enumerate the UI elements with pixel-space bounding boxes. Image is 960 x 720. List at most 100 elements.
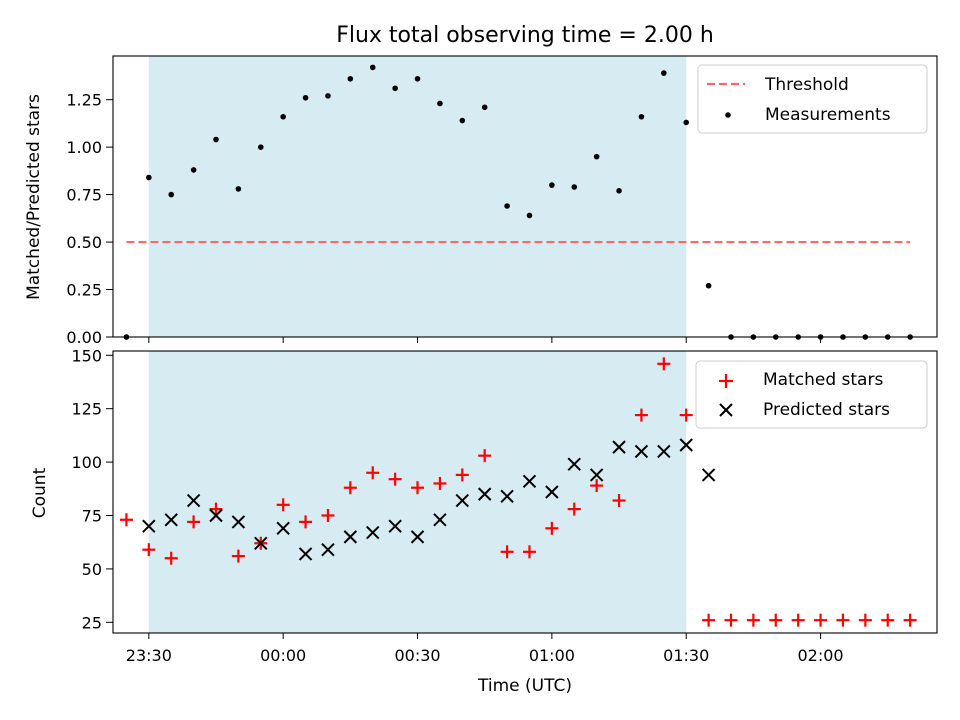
top-y-tick-label: 0.00 — [66, 328, 102, 347]
predicted-star-point — [455, 493, 470, 508]
top-y-axis: 0.00 0.25 0.50 0.75 1.00 1.25 — [66, 91, 113, 347]
measurement-point — [235, 186, 242, 192]
matched-star-point — [567, 502, 581, 516]
measurement-point — [504, 203, 510, 209]
top-y-tick-label: 1.25 — [66, 91, 102, 110]
matched-star-point — [164, 551, 178, 565]
matched-star-point — [142, 543, 156, 557]
x-tick-label: 00:00 — [260, 646, 306, 665]
top-legend: Threshold Measurements — [697, 64, 928, 134]
predicted-star-point — [701, 468, 716, 482]
measurements-legend-swatch — [725, 112, 731, 118]
measurement-point — [325, 93, 331, 99]
bottom-y-axis: 25 50 75 100 125 150 — [71, 346, 113, 632]
predicted-star-point — [254, 536, 268, 550]
measurement-point — [593, 153, 600, 160]
measurement-point — [257, 144, 264, 150]
matched-star-point — [433, 476, 447, 490]
predicted-star-point — [388, 519, 402, 533]
measurements-legend-label: Measurements — [765, 105, 891, 125]
predicted-star-point — [410, 530, 425, 544]
measurement-point — [369, 64, 376, 71]
top-legend-box — [697, 64, 928, 134]
predicted-star-point — [522, 474, 537, 489]
measurement-point — [392, 85, 398, 92]
measurement-point — [683, 119, 690, 126]
x-tick-label: 01:30 — [663, 646, 709, 665]
measurement-point — [437, 100, 443, 107]
matched-star-point — [545, 521, 559, 535]
x-tick-label: 01:00 — [529, 646, 575, 665]
matched-star-point — [343, 481, 357, 495]
bottom-legend: Matched stars Predicted stars — [695, 360, 928, 429]
measurement-point — [213, 136, 219, 143]
bottom-plot-layer — [119, 357, 917, 627]
predicted-star-point — [366, 525, 380, 540]
bottom-panel: 25 50 75 100 125 150 23:30 00:00 00:30 01:00 01:3… — [30, 346, 938, 696]
predicted-star-point — [298, 547, 313, 561]
measurement-point — [616, 188, 622, 194]
matched-star-point — [702, 613, 716, 627]
matched-star-point — [119, 513, 133, 527]
matched-star-point — [858, 613, 872, 627]
x-tick-label: 23:30 — [126, 646, 172, 665]
bottom-axes-frame — [112, 350, 938, 634]
bottom-x-axis: 23:30 00:00 00:30 01:00 01:30 02:00 — [126, 633, 844, 665]
matched-star-point — [836, 613, 850, 627]
measurement-point — [190, 167, 197, 173]
matched-star-point — [411, 481, 425, 495]
measurement-point — [414, 75, 421, 82]
top-y-axis-label: Matched/Predicted stars — [24, 94, 44, 300]
predicted-star-point — [545, 485, 559, 499]
matched-star-point — [455, 468, 469, 482]
matched-star-point — [657, 357, 671, 371]
top-y-tick-label: 1.00 — [66, 138, 102, 157]
matched-star-point — [522, 545, 536, 559]
matched-star-point — [590, 479, 604, 493]
predicted-legend-swatch — [719, 403, 733, 417]
matched-star-point — [791, 613, 805, 627]
predicted-star-point — [657, 444, 671, 459]
matched-star-point — [634, 408, 648, 422]
predicted-star-point — [567, 457, 581, 471]
predicted-star-point — [634, 444, 649, 459]
matched-star-point — [724, 613, 738, 627]
top-x-ticks — [148, 337, 822, 343]
top-y-tick-label: 0.50 — [66, 233, 102, 252]
matched-star-point — [881, 613, 895, 627]
predicted-star-point — [142, 519, 156, 533]
measurement-point — [549, 182, 555, 188]
x-axis-label: Time (UTC) — [477, 676, 572, 696]
matched-legend-label: Matched stars — [763, 370, 883, 390]
top-y-tick-label: 0.25 — [66, 281, 102, 300]
predicted-star-point — [164, 513, 178, 527]
measurement-point — [661, 70, 667, 76]
predicted-star-point — [589, 468, 604, 482]
measurement-point — [168, 191, 175, 198]
bottom-y-axis-label: Count — [30, 467, 50, 518]
top-y-tick-label: 0.75 — [66, 186, 102, 205]
matched-star-point — [231, 549, 245, 563]
chart-title: Flux total observing time = 2.00 h — [336, 23, 714, 48]
predicted-legend-label: Predicted stars — [763, 400, 890, 420]
bottom-y-tick-label: 50 — [82, 560, 102, 579]
matched-star-point — [814, 613, 828, 627]
matched-star-point — [612, 494, 626, 508]
measurement-point — [705, 282, 712, 289]
bottom-y-tick-label: 150 — [71, 346, 102, 365]
matched-star-point — [276, 498, 290, 512]
predicted-star-point — [209, 508, 223, 523]
matched-star-point — [388, 472, 402, 486]
bottom-y-tick-label: 100 — [71, 453, 102, 472]
measurement-point — [347, 75, 354, 82]
predicted-star-point — [477, 487, 492, 501]
matched-star-point — [321, 509, 335, 522]
matched-star-point — [478, 449, 492, 463]
matched-star-point — [500, 545, 514, 559]
matched-star-point — [299, 515, 313, 529]
matched-legend-swatch — [719, 374, 733, 388]
measurement-point — [571, 184, 578, 190]
measurement-point — [481, 104, 488, 111]
predicted-star-point — [186, 493, 201, 508]
